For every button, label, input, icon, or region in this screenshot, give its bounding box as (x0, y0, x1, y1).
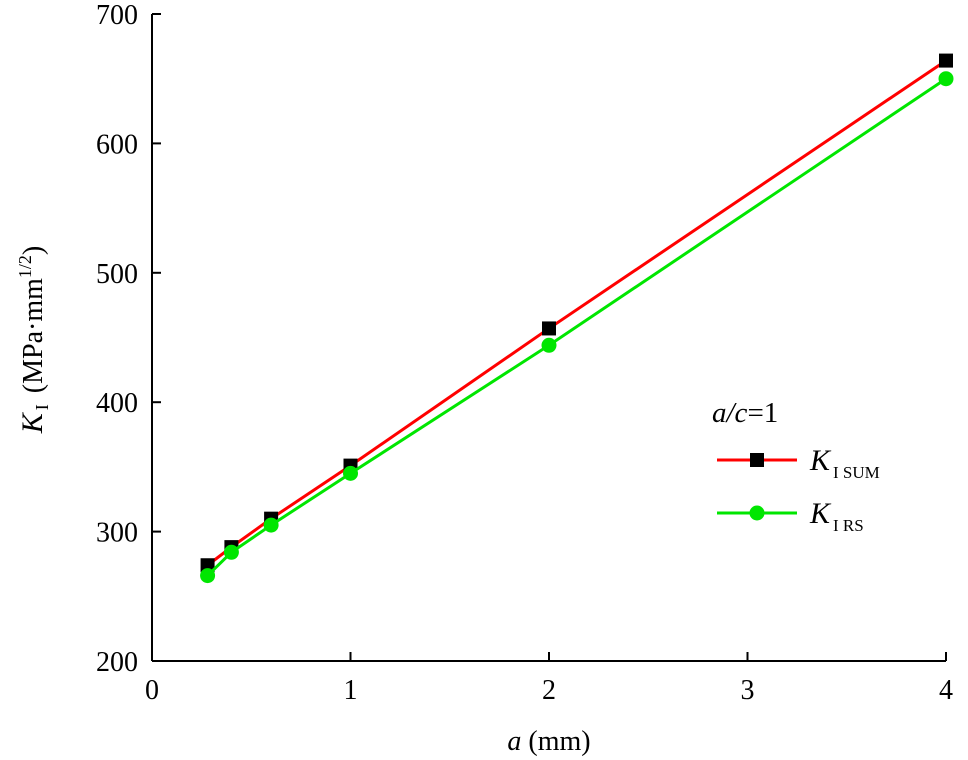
x-tick-label: 4 (939, 675, 953, 706)
series-line (206, 59, 947, 567)
axes (151, 14, 946, 662)
y-axis-unit: (MPa·mm (18, 278, 49, 400)
series-line (206, 77, 947, 577)
data-point-circle (200, 568, 216, 584)
legend-title: a/c=1 (712, 397, 778, 429)
legend-label-sub: I SUM (833, 463, 880, 482)
data-point-square (542, 321, 556, 336)
legend-marker-square (750, 453, 764, 467)
y-tick-label: 300 (96, 518, 138, 549)
x-tick-label: 0 (145, 675, 159, 706)
legend-title-rest: =1 (747, 397, 778, 429)
legend-label-sub: I RS (833, 516, 864, 535)
series-1 (200, 53, 953, 573)
x-axis-unit: (mm) (521, 726, 590, 757)
series-2 (200, 71, 954, 584)
data-point-circle (541, 337, 557, 353)
ticks: 0 1 2 3 4 200 300 400 500 600 700 (96, 0, 953, 706)
y-axis-label: KI (MPa·mm1/2) (15, 246, 52, 434)
x-axis-var: a (507, 726, 521, 757)
data-point-circle (223, 544, 239, 560)
x-tick-label: 1 (344, 675, 358, 706)
legend-title-var: a/c (712, 397, 748, 429)
x-tick-label: 3 (741, 675, 755, 706)
y-axis-var: K (16, 411, 49, 434)
series-layer (200, 53, 954, 584)
y-axis-sup: 1/2 (15, 255, 35, 278)
y-tick-label: 600 (96, 129, 138, 160)
x-axis-label: a (mm) (507, 726, 590, 757)
data-point-square (200, 558, 215, 573)
legend-label-var: K (809, 444, 832, 477)
legend-marker-circle (749, 505, 765, 521)
data-point-circle (343, 465, 358, 481)
y-axis-close: ) (18, 246, 49, 255)
y-tick-label: 400 (96, 388, 138, 419)
data-point-circle (938, 71, 954, 87)
data-point-square (939, 53, 953, 68)
x-tick-label: 2 (542, 675, 556, 706)
data-point-circle (263, 517, 279, 533)
y-tick-label: 200 (96, 647, 138, 678)
y-tick-label: 700 (96, 0, 138, 31)
y-axis-sub: I (32, 404, 52, 410)
axis-labels: a (mm) KI (MPa·mm1/2) (15, 246, 591, 757)
legend-label-var: K (809, 497, 832, 530)
y-tick-label: 500 (96, 259, 138, 290)
